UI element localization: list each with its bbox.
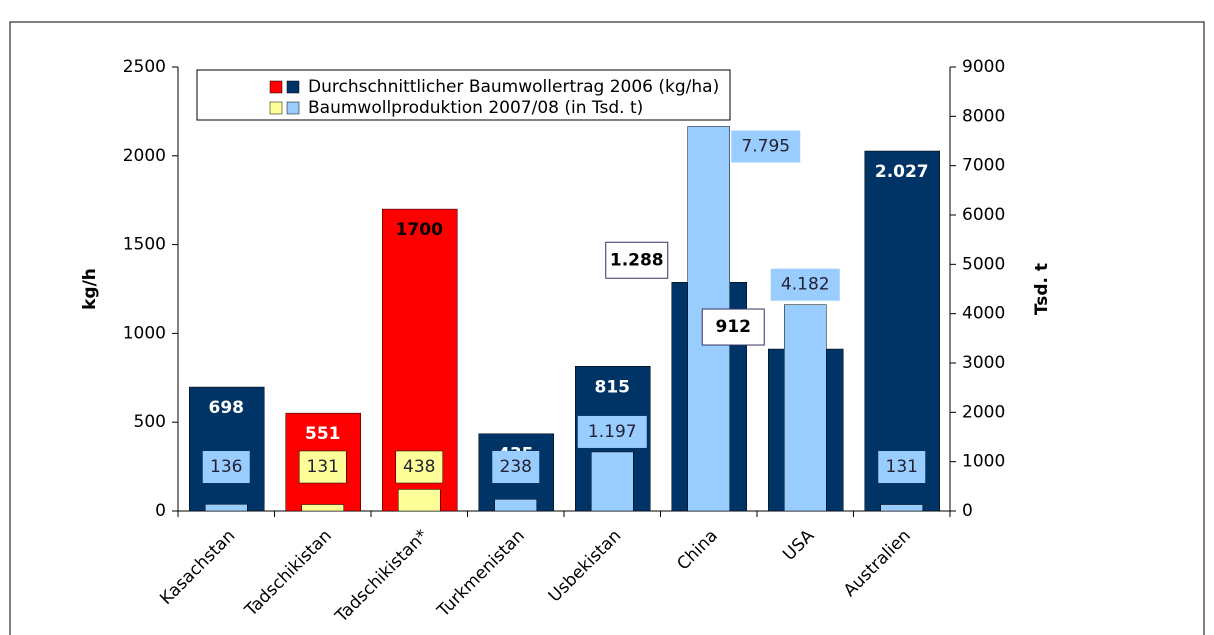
y-tick-label: 2000 <box>123 146 166 166</box>
data-label-box <box>202 451 250 483</box>
data-label: 2.027 <box>875 162 929 182</box>
y2-tick-label: 3000 <box>962 353 1005 373</box>
legend-swatch <box>269 80 283 94</box>
data-label: 1.197 <box>588 422 637 442</box>
frame <box>9 21 1205 635</box>
data-label: 131 <box>307 457 339 477</box>
data-label: 131 <box>886 457 918 477</box>
x-tick-label: USA <box>779 526 818 565</box>
x-tick-label: Kasachstan <box>156 526 239 609</box>
y-tick-label: 500 <box>134 412 166 432</box>
data-label: 4.182 <box>781 275 830 295</box>
data-label-box <box>701 308 765 346</box>
data-label: 912 <box>716 317 752 337</box>
legend-swatch <box>269 101 283 115</box>
y2-tick-label: 8000 <box>962 106 1005 126</box>
bar <box>398 489 441 512</box>
y-tick-label: 1500 <box>123 235 166 255</box>
x-tick-label: Turkmenistan <box>433 526 529 622</box>
bar <box>591 451 634 512</box>
data-label: 1700 <box>396 220 443 240</box>
data-label-box <box>395 450 443 484</box>
x-tick-label: Tadschikistan* <box>331 526 432 627</box>
x-tick-label: Tadschikistan <box>241 526 336 621</box>
y2-tick-label: 9000 <box>962 57 1005 77</box>
data-label: 698 <box>209 398 245 418</box>
x-tick-label: Usbekistan <box>545 526 625 606</box>
bar <box>205 504 248 512</box>
legend-swatch <box>286 80 300 94</box>
data-label-box <box>878 451 926 483</box>
y-tick-label: 0 <box>155 501 166 521</box>
y2-tick-label: 7000 <box>962 156 1005 176</box>
data-label: 7.795 <box>741 136 790 156</box>
data-label-box <box>605 241 669 279</box>
data-label-box <box>299 450 347 484</box>
y2-tick-label: 1000 <box>962 452 1005 472</box>
data-label-box <box>770 268 840 301</box>
x-tick-label: China <box>673 526 721 574</box>
data-label-box <box>731 130 801 163</box>
y-tick-label: 1000 <box>123 323 166 343</box>
data-label-box <box>577 415 647 448</box>
bar <box>301 504 344 512</box>
y2-axis-label: Tsd. t <box>1032 263 1052 315</box>
y2-tick-label: 4000 <box>962 304 1005 324</box>
legend <box>196 69 731 121</box>
legend-label: Baumwollproduktion 2007/08 (in Tsd. t) <box>308 98 643 118</box>
y2-tick-label: 6000 <box>962 205 1005 225</box>
data-label: 136 <box>210 457 242 477</box>
x-tick-label: Australien <box>840 526 915 601</box>
data-label: 438 <box>403 457 435 477</box>
data-label: 551 <box>305 424 341 444</box>
data-label: 1.288 <box>610 250 664 270</box>
y2-tick-label: 0 <box>962 501 973 521</box>
data-label-box <box>492 451 540 483</box>
bar <box>880 504 923 512</box>
y2-tick-label: 2000 <box>962 402 1005 422</box>
data-label: 238 <box>500 457 532 477</box>
bar <box>494 499 537 512</box>
bar <box>784 304 827 512</box>
data-label: 815 <box>595 377 631 397</box>
y-tick-label: 2500 <box>123 57 166 77</box>
y-axis-label: kg/h <box>80 268 100 310</box>
legend-label: Durchschnittlicher Baumwollertrag 2006 (… <box>308 77 719 97</box>
legend-swatch <box>286 101 300 115</box>
y2-tick-label: 5000 <box>962 254 1005 274</box>
